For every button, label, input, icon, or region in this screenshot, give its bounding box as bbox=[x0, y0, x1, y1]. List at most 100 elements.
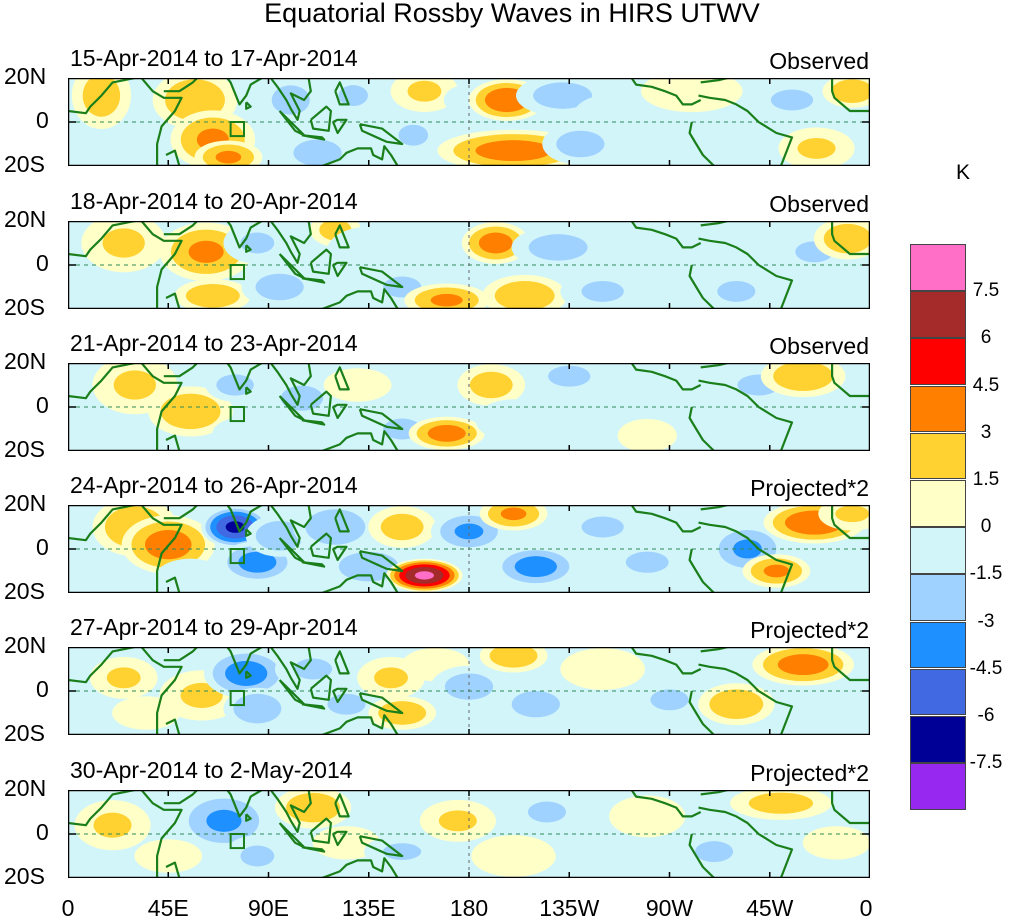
coastline bbox=[163, 78, 198, 93]
panel-kind: Observed bbox=[769, 333, 869, 359]
coastline bbox=[630, 647, 702, 675]
coastline bbox=[269, 78, 312, 121]
coastline bbox=[688, 406, 715, 451]
colorbar-label: 6 bbox=[980, 327, 992, 349]
coastline bbox=[630, 505, 702, 533]
coastline bbox=[278, 253, 306, 280]
coastline bbox=[269, 221, 312, 264]
coastline bbox=[301, 561, 326, 568]
anomaly-contour bbox=[188, 240, 224, 263]
anomaly-contour bbox=[338, 85, 368, 107]
anomaly-contour bbox=[238, 551, 277, 573]
anomaly-contour bbox=[489, 647, 538, 668]
anomaly-contour bbox=[831, 79, 870, 104]
anomaly-contour bbox=[185, 283, 240, 308]
coastline bbox=[630, 78, 702, 106]
panel-date-range: 27-Apr-2014 to 29-Apr-2014 bbox=[70, 614, 358, 640]
coastline bbox=[358, 835, 404, 858]
coastline bbox=[831, 647, 870, 682]
map-panel: 24-Apr-2014 to 26-Apr-2014 Projected*2 20N… bbox=[0, 471, 1024, 614]
lat-label: 0 bbox=[36, 534, 49, 560]
anomaly-map bbox=[68, 78, 870, 166]
anomaly-contour bbox=[802, 826, 870, 860]
anomaly-contour bbox=[82, 78, 121, 117]
lon-label: 0 bbox=[859, 895, 873, 921]
anomaly-contour bbox=[533, 82, 593, 109]
anomaly-contour bbox=[556, 130, 605, 158]
panel-kind: Observed bbox=[769, 48, 869, 74]
coastline bbox=[332, 545, 348, 562]
anomaly-contour bbox=[548, 365, 591, 387]
colorbar-label: 7.5 bbox=[972, 280, 1000, 302]
coastline bbox=[831, 78, 870, 113]
anomaly-contour bbox=[475, 399, 552, 442]
lon-label: 90W bbox=[645, 895, 694, 921]
anomaly-contour bbox=[233, 693, 282, 724]
coastline bbox=[332, 118, 348, 135]
anomaly-contour bbox=[500, 507, 527, 521]
map-panel: 18-Apr-2014 to 20-Apr-2014 Observed 20N 0 20… bbox=[0, 187, 1024, 330]
colorbar-swatch bbox=[910, 291, 966, 338]
coastline bbox=[269, 647, 312, 690]
colorbar-swatch bbox=[910, 385, 966, 433]
coastline bbox=[165, 292, 181, 309]
anomaly-contour bbox=[255, 273, 304, 301]
coastline bbox=[358, 550, 404, 573]
anomaly-contour bbox=[777, 654, 829, 676]
coastline bbox=[321, 857, 399, 878]
lat-label: 20S bbox=[4, 720, 45, 746]
coastline bbox=[278, 679, 306, 706]
anomaly-contour bbox=[374, 667, 408, 689]
anomaly-map bbox=[68, 790, 870, 878]
colorbar-swatch bbox=[910, 621, 966, 669]
anomaly-contour bbox=[286, 792, 340, 823]
coastline bbox=[140, 505, 183, 593]
coastline bbox=[301, 846, 326, 853]
anomaly-contour bbox=[560, 648, 645, 690]
coastline bbox=[630, 363, 702, 391]
anomaly-contour bbox=[553, 826, 630, 869]
coastline bbox=[245, 528, 252, 537]
coastline bbox=[332, 687, 348, 704]
lat-label: 0 bbox=[36, 107, 49, 133]
coastline bbox=[165, 149, 181, 166]
colorbar-swatch bbox=[910, 527, 966, 574]
anomaly-contour bbox=[180, 682, 223, 708]
anomaly-contour bbox=[407, 80, 442, 102]
coastline bbox=[698, 94, 794, 166]
colorbar-label: -4.5 bbox=[969, 657, 1003, 679]
coastline bbox=[245, 386, 252, 395]
reference-box bbox=[229, 121, 245, 138]
coastline bbox=[831, 363, 870, 398]
coastline bbox=[165, 434, 181, 451]
anomaly-contour bbox=[625, 551, 669, 573]
anomaly-map bbox=[68, 221, 870, 309]
coastline bbox=[630, 221, 702, 249]
coastline bbox=[163, 505, 198, 520]
anomaly-contour bbox=[527, 801, 567, 823]
coastline bbox=[217, 505, 263, 533]
anomaly-contour bbox=[380, 513, 424, 541]
lat-label: 0 bbox=[36, 392, 49, 418]
coastline bbox=[358, 123, 404, 146]
coastline bbox=[688, 548, 715, 593]
coastline bbox=[334, 366, 350, 391]
lat-label: 20S bbox=[4, 578, 45, 604]
coastline bbox=[269, 790, 312, 833]
panel-date-range: 30-Apr-2014 to 2-May-2014 bbox=[70, 757, 353, 783]
coastline bbox=[301, 419, 326, 426]
anomaly-contour bbox=[438, 810, 477, 832]
coastline bbox=[332, 261, 348, 278]
coastline bbox=[831, 790, 870, 825]
coastline bbox=[68, 790, 136, 827]
anomaly-contour bbox=[323, 368, 392, 402]
anomaly-contour bbox=[717, 280, 756, 302]
lon-label: 90E bbox=[248, 895, 289, 921]
anomaly-contour bbox=[763, 564, 790, 578]
longitude-axis: 0 45E 90E 135E 180 135W 90W 45W 0 bbox=[0, 895, 1024, 922]
anomaly-contour bbox=[160, 393, 221, 430]
coastline bbox=[269, 505, 312, 548]
anomaly-contour bbox=[93, 812, 132, 838]
lat-label: 20S bbox=[4, 294, 45, 320]
coastline bbox=[165, 861, 181, 878]
